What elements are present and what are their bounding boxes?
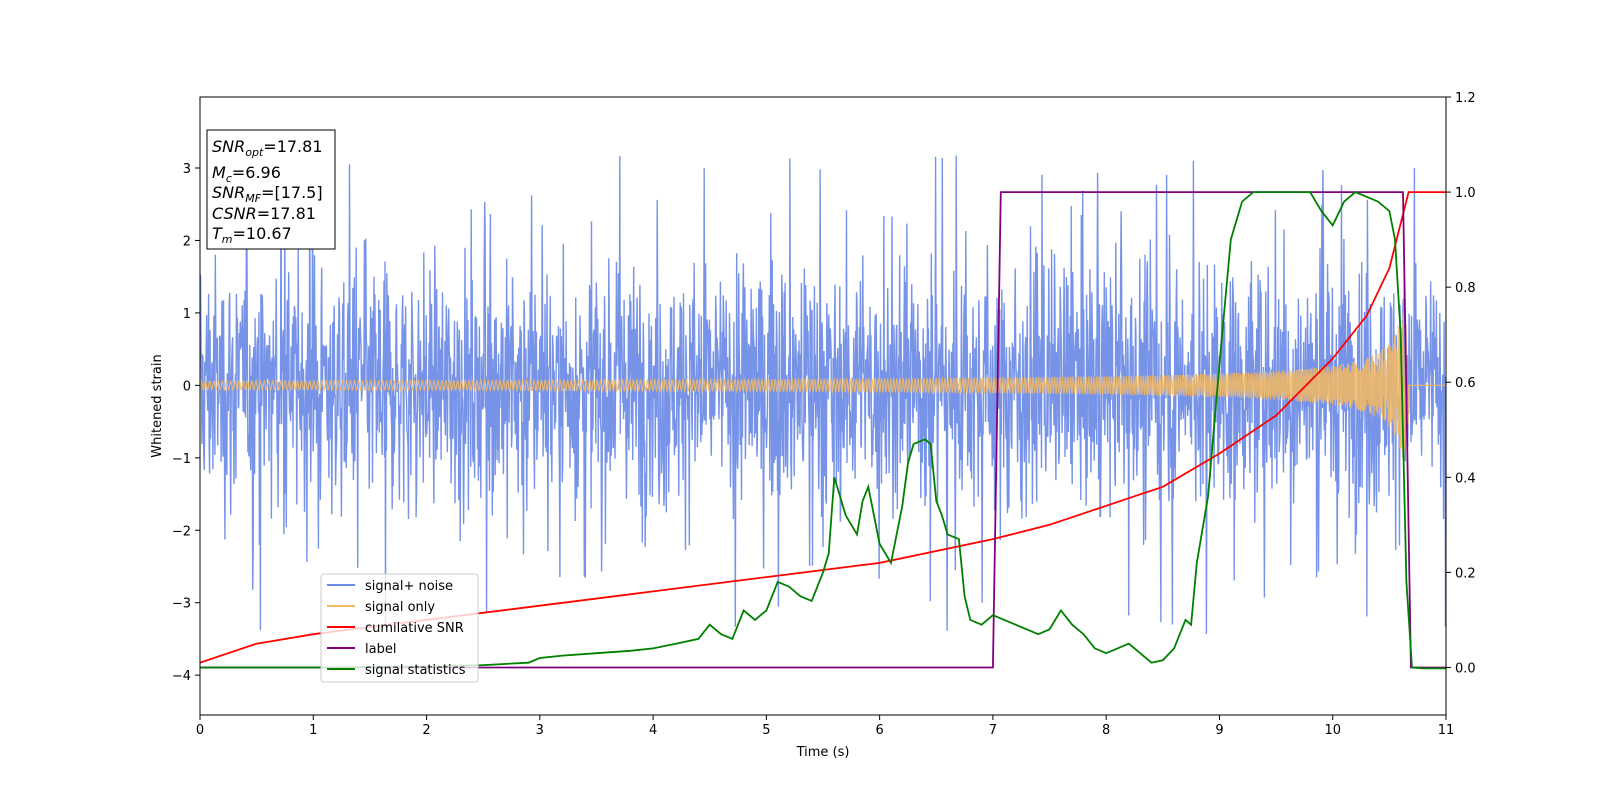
- x-axis-label: Time (s): [796, 745, 850, 760]
- info-snr-opt: SNRopt=17.81: [212, 137, 323, 159]
- x-tick-label: 2: [422, 723, 430, 738]
- info-snr-mf: SNRMF=[17.5]: [212, 183, 323, 205]
- x-tick-label: 5: [762, 723, 770, 738]
- x-tick-label: 6: [875, 723, 883, 738]
- x-tick-label: 7: [989, 723, 997, 738]
- legend: signal+ noise signal only cumilative SNR…: [320, 573, 479, 683]
- y-left-tick-label: 1: [183, 307, 191, 322]
- y-right-tick-label: 0.4: [1455, 471, 1476, 486]
- y-left-tick-label: −4: [172, 669, 191, 684]
- info-box: SNRopt=17.81 Mc=6.96 SNRMF=[17.5] CSNR=1…: [206, 129, 336, 250]
- x-tick-label: 1: [309, 723, 317, 738]
- y-left-tick-label: −3: [172, 597, 191, 612]
- x-tick-label: 8: [1102, 723, 1110, 738]
- info-snr-opt-value: =17.81: [263, 137, 322, 156]
- legend-label-signal-statistics: signal statistics: [365, 663, 466, 678]
- legend-label-cumulative-snr: cumilative SNR: [365, 621, 464, 636]
- y-axis-label: Whitened strain: [150, 354, 165, 457]
- x-axis-ticks: 0 1 2 3 4 5 6 7 8 9 10 11: [196, 715, 1454, 738]
- y-left-tick-label: 0: [183, 379, 191, 394]
- x-tick-label: 9: [1215, 723, 1223, 738]
- y-left-tick-label: 2: [183, 234, 191, 249]
- series-signal-statistics: [200, 191, 1446, 670]
- info-box-frame: [206, 129, 336, 250]
- y-right-tick-label: 1.0: [1455, 186, 1476, 201]
- axes-frame: [199, 96, 1447, 716]
- y-right-tick-label: 0.6: [1455, 376, 1476, 391]
- series-signal-noise: [200, 144, 1446, 635]
- x-tick-label: 10: [1324, 723, 1341, 738]
- x-tick-label: 0: [196, 723, 204, 738]
- info-csnr-value: =17.81: [257, 204, 316, 223]
- x-tick-label: 3: [536, 723, 544, 738]
- y-left-axis-ticks: −4 −3 −2 −1 0 1 2 3: [172, 162, 200, 684]
- y-right-tick-label: 0.8: [1455, 281, 1476, 296]
- legend-frame: [320, 573, 479, 683]
- y-right-tick-label: 0.2: [1455, 566, 1476, 581]
- y-left-tick-label: −2: [172, 524, 191, 539]
- y-left-tick-label: 3: [183, 162, 191, 177]
- y-right-tick-label: 0.0: [1455, 661, 1476, 676]
- series-signal-only: [200, 312, 1446, 458]
- info-mc-value: =6.96: [232, 163, 281, 182]
- x-tick-label: 4: [649, 723, 657, 738]
- info-tm: Tm=10.67: [212, 224, 292, 246]
- info-snr-mf-value: =[17.5]: [261, 183, 323, 202]
- info-csnr: CSNR=17.81: [212, 204, 316, 223]
- legend-label-signal-only: signal only: [365, 600, 435, 615]
- y-left-tick-label: −1: [172, 452, 191, 467]
- legend-label-label: label: [365, 642, 396, 657]
- info-mc: Mc=6.96: [212, 163, 281, 185]
- y-right-axis-ticks: 0.0 0.2 0.4 0.6 0.8 1.0 1.2: [1446, 91, 1476, 676]
- x-tick-label: 11: [1438, 723, 1455, 738]
- legend-label-signal-noise: signal+ noise: [365, 579, 453, 594]
- y-right-tick-label: 1.2: [1455, 91, 1476, 106]
- info-tm-value: =10.67: [233, 224, 292, 243]
